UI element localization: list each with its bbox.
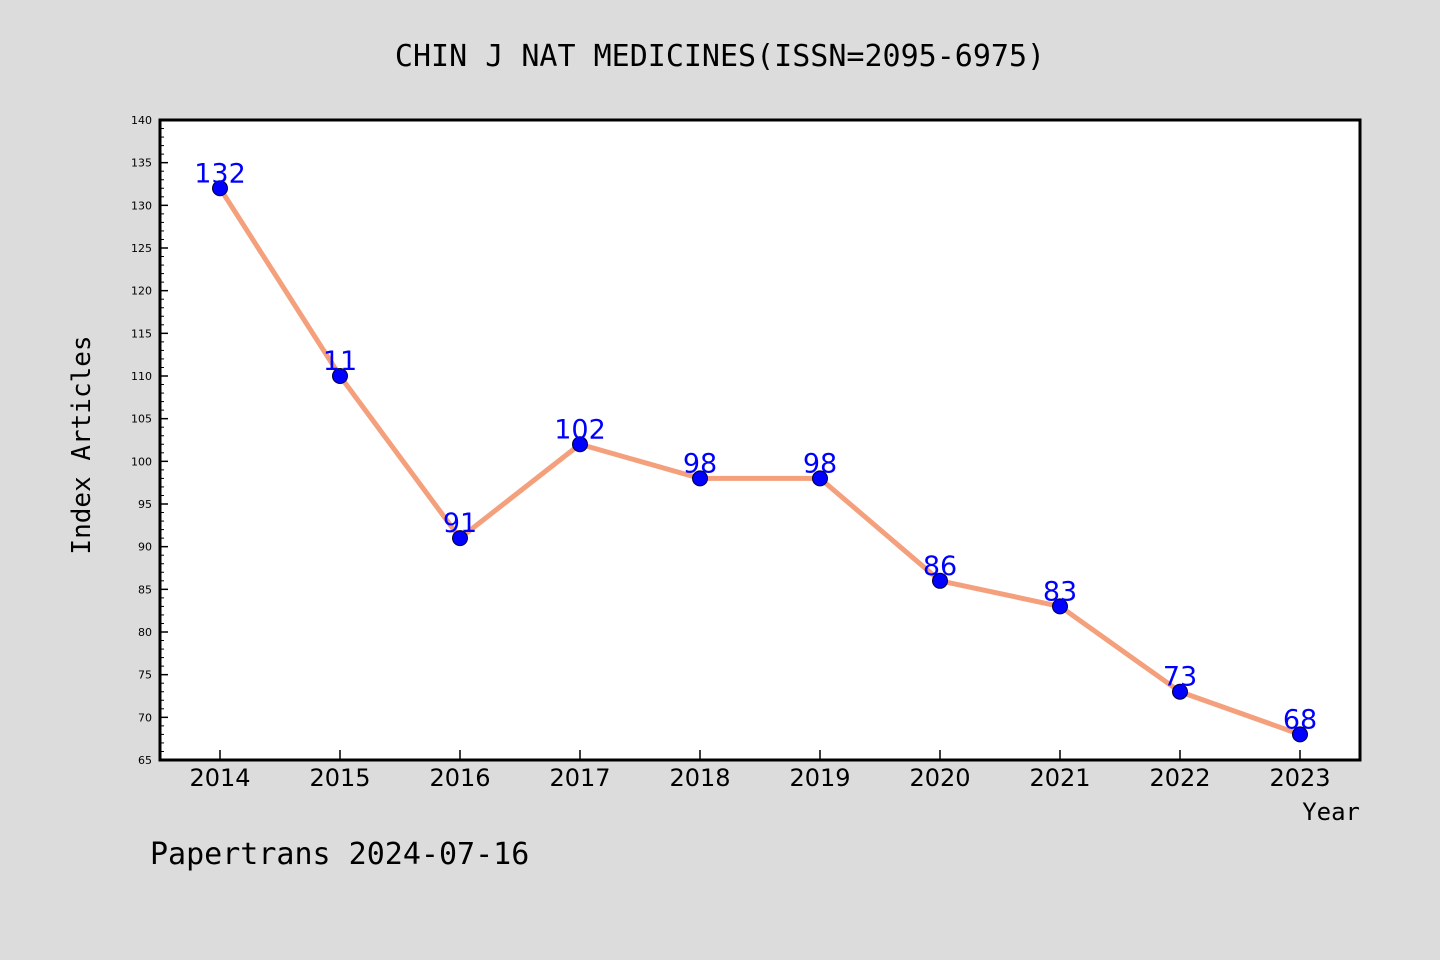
x-tick-label: 2015 xyxy=(309,764,370,792)
y-tick-label: 70 xyxy=(138,711,152,724)
data-point xyxy=(1172,683,1188,700)
x-axis-label: Year xyxy=(1302,798,1360,826)
data-point xyxy=(932,572,948,589)
y-tick-label: 125 xyxy=(131,242,152,255)
series-group: 132 11 91 102 98 98 86 83 73 68 xyxy=(194,158,1317,743)
y-tick-label: 80 xyxy=(138,626,152,639)
data-label: 98 xyxy=(803,448,837,479)
x-tick-label: 2022 xyxy=(1149,764,1210,792)
y-tick-label: 95 xyxy=(138,498,152,511)
x-tick-label: 2017 xyxy=(549,764,610,792)
data-point xyxy=(212,180,228,197)
y-tick-label: 65 xyxy=(138,754,152,767)
plot-area xyxy=(160,120,1360,760)
data-label: 98 xyxy=(683,448,717,479)
x-tick-label: 2016 xyxy=(429,764,490,792)
y-tick-label: 90 xyxy=(138,541,152,554)
data-point xyxy=(332,368,348,384)
data-label: 132 xyxy=(194,158,246,189)
x-tick-label: 2020 xyxy=(909,764,970,792)
x-tick-label: 2023 xyxy=(1269,764,1330,792)
x-tick-label: 2019 xyxy=(789,764,850,792)
data-label: 11 xyxy=(323,346,357,377)
data-label: 73 xyxy=(1163,662,1197,693)
y-tick-label: 115 xyxy=(131,327,152,340)
y-axis-ticks: 65 70 75 80 85 90 95 100 105 110 115 120 125 130 135 14… xyxy=(131,114,168,767)
x-axis-ticks: 2014 2015 2016 2017 2018 2019 2020 2021 2022 2023 xyxy=(189,750,1331,792)
data-point xyxy=(572,436,588,453)
data-point xyxy=(1292,726,1308,743)
y-tick-label: 140 xyxy=(131,114,152,127)
footer-text: Papertrans 2024-07-16 xyxy=(150,837,529,872)
y-tick-label: 85 xyxy=(138,583,152,596)
y-axis-label: Index Articles xyxy=(67,335,97,554)
y-tick-label: 105 xyxy=(131,413,152,426)
data-point xyxy=(1052,598,1068,615)
plot-frame xyxy=(158,118,1362,762)
data-label: 102 xyxy=(554,414,606,445)
data-label: 86 xyxy=(923,551,957,582)
y-tick-label: 75 xyxy=(138,669,152,682)
x-tick-label: 2021 xyxy=(1029,764,1090,792)
x-tick-label: 2018 xyxy=(669,764,730,792)
series-line xyxy=(217,185,1303,737)
data-label: 83 xyxy=(1043,576,1077,607)
data-point xyxy=(452,530,468,547)
y-tick-label: 120 xyxy=(131,285,152,298)
y-tick-label: 130 xyxy=(131,199,152,212)
data-label: 68 xyxy=(1283,704,1317,735)
x-tick-label: 2014 xyxy=(189,764,250,792)
data-point xyxy=(692,470,708,487)
y-tick-label: 135 xyxy=(131,157,152,170)
y-tick-label: 100 xyxy=(131,455,152,468)
chart-title: CHIN J NAT MEDICINES(ISSN=2095-6975) xyxy=(395,39,1045,74)
y-tick-label: 110 xyxy=(131,370,152,383)
data-point xyxy=(812,470,828,487)
data-label: 91 xyxy=(443,508,477,539)
